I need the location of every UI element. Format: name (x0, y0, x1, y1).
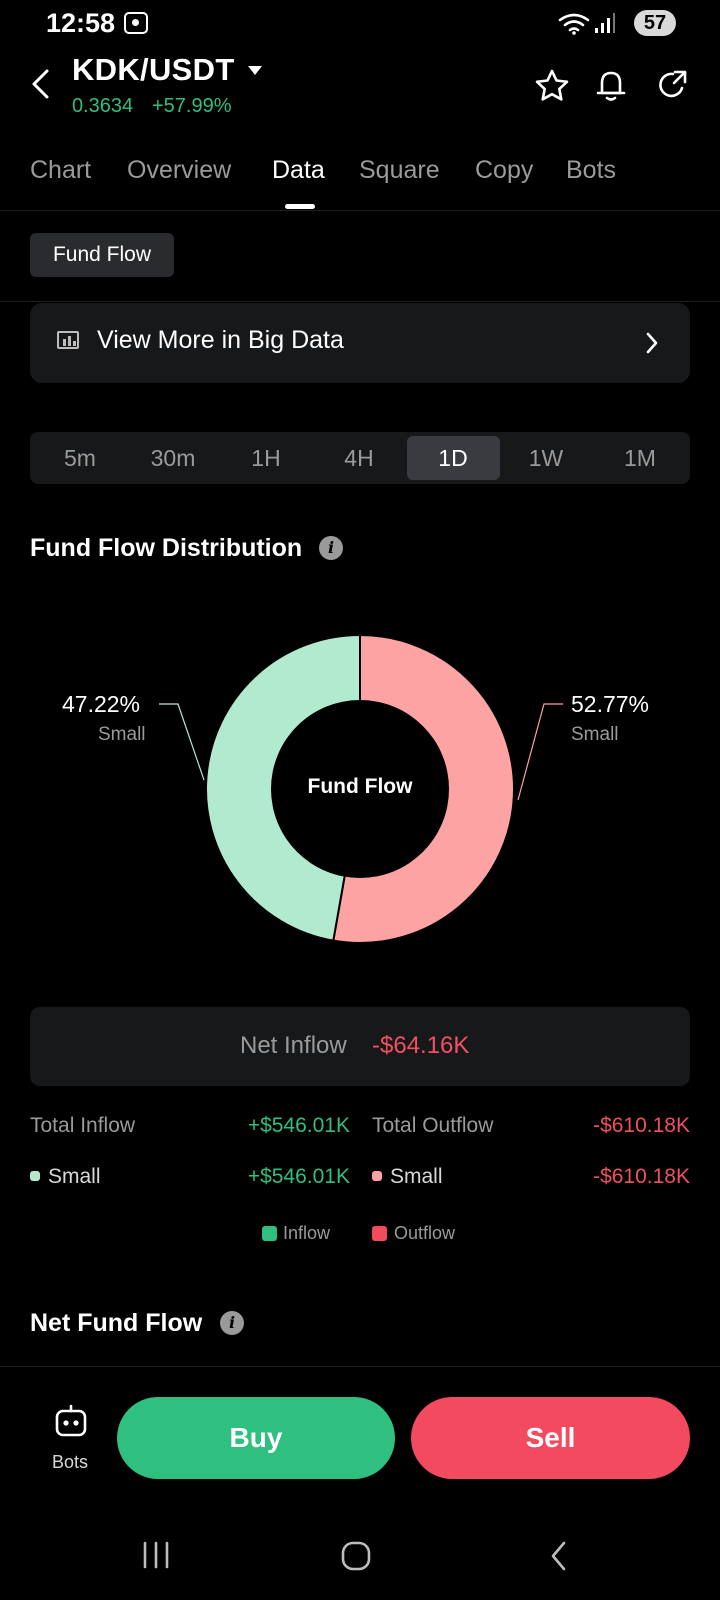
legend-inflow-label: Inflow (283, 1223, 331, 1243)
tab-data[interactable]: Data (272, 156, 325, 184)
inflow-small-value: +$546.01K (247, 1165, 350, 1188)
inflow-small-dot (30, 1171, 40, 1181)
status-time: 12:58 (46, 8, 116, 38)
left-slice-label: Small (98, 724, 146, 745)
wifi-icon (558, 13, 590, 35)
timeframe-1d[interactable]: 1D (438, 445, 468, 471)
right-slice-label: Small (571, 724, 619, 745)
bots-nav-label[interactable]: Bots (52, 1452, 89, 1472)
price-change: +57.99% (152, 95, 232, 117)
right-slice-percent: 52.77% (571, 691, 650, 717)
net-inflow-label: Net Inflow (240, 1032, 347, 1059)
legend-outflow-label: Outflow (394, 1223, 456, 1243)
total-inflow-value: +$546.01K (247, 1114, 350, 1137)
timeframe-1h[interactable]: 1H (251, 445, 281, 471)
section-divider (0, 301, 720, 302)
share-icon[interactable] (656, 68, 690, 102)
distribution-title: Fund Flow Distribution (30, 534, 303, 562)
timeframe-5m[interactable]: 5m (64, 445, 96, 471)
outflow-small-dot (372, 1171, 382, 1181)
donut-hole (271, 700, 449, 878)
donut-center-label: Fund Flow (307, 775, 413, 798)
total-outflow-value: -$610.18K (593, 1114, 690, 1137)
net-inflow-box (30, 1007, 690, 1086)
home-icon[interactable] (340, 1540, 372, 1572)
tab-divider (0, 210, 720, 211)
tab-overview[interactable]: Overview (127, 156, 232, 184)
total-outflow-label: Total Outflow (372, 1114, 494, 1137)
right-leader-line (517, 703, 563, 801)
timeframe-4h[interactable]: 4H (344, 445, 374, 471)
inflow-small-label: Small (48, 1165, 101, 1188)
fund-flow-chip[interactable]: Fund Flow (30, 233, 174, 277)
left-slice-percent: 47.22% (62, 691, 141, 717)
tab-copy[interactable]: Copy (475, 156, 534, 184)
bottom-bar-divider (0, 1366, 720, 1367)
big-data-icon (57, 331, 79, 349)
fund-flow-donut-chart (159, 633, 563, 944)
legend-outflow-swatch (372, 1226, 387, 1241)
timeframe-30m[interactable]: 30m (150, 445, 196, 471)
back-arrow-icon[interactable] (30, 68, 52, 100)
recent-apps-icon[interactable] (140, 1540, 172, 1570)
legend-inflow-swatch (262, 1226, 277, 1241)
info-icon[interactable]: i (319, 536, 343, 560)
total-inflow-label: Total Inflow (30, 1114, 136, 1137)
buy-button[interactable]: Buy (117, 1397, 395, 1479)
timeframe-selector (30, 432, 690, 484)
signal-icon (595, 13, 615, 33)
tab-bots[interactable]: Bots (566, 156, 617, 184)
battery-indicator: 57 (634, 10, 676, 36)
tab-chart[interactable]: Chart (30, 156, 92, 184)
last-price: 0.3634 (72, 95, 134, 117)
screenshot-notification-icon (124, 12, 148, 34)
net-inflow-value: -$64.16K (372, 1032, 470, 1059)
outflow-small-label: Small (390, 1165, 443, 1188)
pair-title[interactable]: KDK/USDT (72, 52, 235, 87)
info-icon[interactable]: i (220, 1311, 244, 1335)
view-big-data-label: View More in Big Data (97, 326, 344, 354)
star-icon[interactable] (534, 68, 570, 102)
outflow-small-value: -$610.18K (593, 1165, 690, 1188)
nav-back-icon[interactable] (548, 1540, 570, 1572)
net-fund-flow-title: Net Fund Flow (30, 1309, 203, 1337)
chevron-down-icon[interactable] (248, 66, 262, 75)
tab-square[interactable]: Square (359, 156, 440, 184)
left-leader-line (159, 703, 205, 781)
chevron-right-icon (646, 332, 658, 354)
timeframe-1m[interactable]: 1M (624, 445, 656, 471)
bell-icon[interactable] (594, 67, 628, 103)
sell-button[interactable]: Sell (411, 1397, 690, 1479)
active-tab-indicator (285, 204, 315, 209)
view-big-data-card[interactable] (30, 303, 690, 383)
timeframe-1w[interactable]: 1W (528, 445, 564, 471)
timeframe-active-highlight (407, 436, 500, 480)
robot-icon[interactable] (53, 1404, 89, 1438)
